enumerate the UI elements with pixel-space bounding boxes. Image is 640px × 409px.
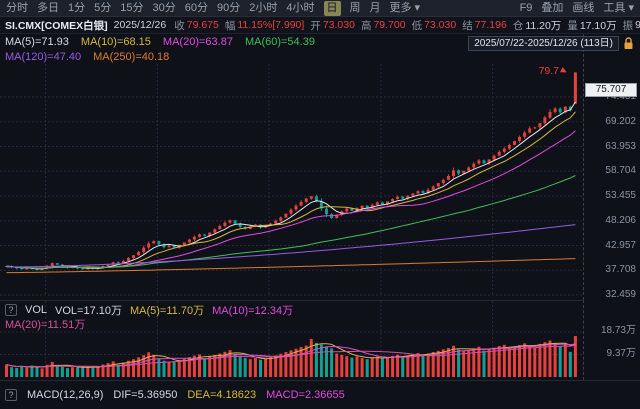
period-tabs: 分时 多日 1分 5分 15分 30分 60分 90分 2小时 4小时日周月更多 ▾	[6, 0, 421, 16]
price-axis-label: 42.957	[605, 239, 636, 251]
high-price-label: 79.7	[538, 65, 559, 77]
period-tab-日[interactable]: 日	[323, 0, 341, 16]
period-tab-2小时[interactable]: 2小时	[249, 1, 278, 14]
volume-ma-labels-row2: MA(20)=11.51万	[5, 316, 85, 332]
quote-field-label: 量	[567, 19, 578, 32]
help-icon[interactable]: ?	[5, 304, 17, 316]
ma-label: MA(120)=47.40	[5, 51, 82, 63]
tool-button-画线[interactable]: 画线	[572, 1, 595, 14]
period-tab-5分[interactable]: 5分	[94, 1, 112, 14]
volume-ma-labels: VOL=17.10万 MA(5)=11.70万 MA(10)=12.34万	[55, 302, 293, 318]
toolbar-tools: F9 叠加 画线 工具 ▾	[520, 1, 634, 16]
quote-date: 2025/12/26	[113, 19, 167, 31]
ma-label: MACD=2.36655	[266, 389, 345, 401]
ma-labels-row2: MA(120)=47.40 MA(250)=40.18	[5, 51, 169, 63]
current-price-tag: 75.707	[585, 83, 637, 97]
tool-button-叠加[interactable]: 叠加	[541, 1, 564, 14]
quote-field-value: 79.700	[373, 19, 406, 31]
quote-field-value: 17.10万	[579, 19, 617, 32]
period-toolbar: 分时 多日 1分 5分 15分 30分 60分 90分 2小时 4小时日周月更多 ▾ F9 叠加 画线…	[0, 0, 640, 17]
ma-label: DIF=5.36950	[113, 389, 178, 401]
macd-labels: MACD(12,26,9) DIF=5.36950 DEA=4.18623 MACD=…	[27, 389, 345, 401]
period-tab-多日[interactable]: 多日	[37, 1, 59, 14]
ma-label: MA(5)=71.93	[5, 36, 69, 48]
quote-field-value: 11.15%[7.990]	[237, 19, 305, 31]
period-tab-月[interactable]: 月	[369, 1, 381, 14]
quote-field-value: 73.030	[322, 19, 355, 31]
price-axis-label: 37.708	[605, 264, 636, 276]
quote-field-value: 79.675	[186, 19, 219, 31]
ma-label: MA(20)=11.51万	[5, 319, 86, 331]
macd-panel[interactable]: ? MACD(12,26,9) DIF=5.36950 DEA=4.18623 MAC…	[0, 380, 640, 409]
date-range-box[interactable]: 2025/07/22-2025/12/26 (113日)	[468, 36, 619, 51]
quote-field-value: 73.030	[424, 19, 457, 31]
volume-panel-title: VOL	[25, 304, 48, 316]
period-tab-90分[interactable]: 90分	[217, 1, 241, 14]
ma-label: DEA=4.18623	[187, 389, 257, 401]
high-price-annotation: 79.7	[538, 65, 569, 77]
help-icon[interactable]: ?	[5, 389, 17, 401]
quote-field-label: 收	[174, 19, 185, 32]
quote-field-value: 9.2	[635, 19, 640, 31]
symbol-name[interactable]: SI.CMX[COMEX白银]	[5, 19, 108, 32]
period-tab-4小时[interactable]: 4小时	[286, 1, 315, 14]
period-tab-周[interactable]: 周	[349, 1, 361, 14]
ma-label: MA(250)=40.18	[93, 51, 170, 63]
ma-label: MACD(12,26,9)	[27, 389, 104, 401]
quote-field-value: 77.196	[474, 19, 507, 31]
volume-axis-label: 9.37万	[606, 347, 636, 359]
price-chart-canvas[interactable]	[0, 34, 584, 300]
quote-field-label: 幅	[224, 19, 236, 32]
volume-chart-canvas[interactable]	[0, 301, 584, 381]
lock-icon[interactable]	[623, 37, 634, 50]
price-axis-label: 48.206	[605, 214, 636, 226]
ma-label: MA(5)=11.70万	[129, 305, 205, 317]
ma-label: VOL=17.10万	[55, 305, 122, 317]
ma-label: MA(60)=54.39	[244, 36, 315, 48]
price-axis-label: 53.455	[605, 190, 636, 201]
period-tab-15分[interactable]: 15分	[120, 1, 144, 14]
volume-panel[interactable]: ? VOL VOL=17.10万 MA(5)=11.70万 MA(10)=12.34…	[0, 300, 584, 380]
period-tab-1分[interactable]: 1分	[68, 1, 86, 14]
price-axis-label: 69.202	[605, 115, 636, 127]
date-range-wrap: 2025/07/22-2025/12/26 (113日)	[468, 36, 634, 51]
price-axis-label: 32.459	[605, 289, 636, 300]
price-axis: 75.707 74.45169.20263.95358.70453.45548.…	[584, 34, 640, 300]
volume-axis: 18.73万 9.37万	[584, 300, 640, 380]
volume-header: ? VOL VOL=17.10万 MA(5)=11.70万 MA(10)=12.34…	[5, 302, 293, 318]
ma-label: MA(10)=12.34万	[212, 305, 294, 317]
ma-label: MA(20)=63.87	[162, 36, 233, 48]
tool-button-F9[interactable]: F9	[519, 1, 533, 14]
period-tab-更多[interactable]: 更多 ▾	[389, 1, 421, 14]
ma-label: MA(10)=68.15	[80, 36, 151, 48]
period-tab-60分[interactable]: 60分	[184, 1, 208, 14]
arrow-right-icon	[559, 66, 569, 76]
tool-button-工具[interactable]: 工具 ▾	[603, 1, 634, 14]
quote-field-label: 振	[622, 19, 634, 32]
price-chart-panel[interactable]: MA(5)=71.93 MA(10)=68.15 MA(20)=63.87 MA(60…	[0, 34, 584, 300]
volume-axis-label: 18.73万	[600, 325, 636, 337]
period-tab-分时[interactable]: 分时	[6, 1, 28, 14]
price-axis-label: 58.704	[605, 165, 636, 177]
quote-fields: 收 79.675 幅 11.15%[7.990] 开 73.030 高 79.700 低 73.0…	[168, 18, 640, 33]
price-axis-label: 63.953	[605, 140, 636, 152]
quote-field-label: 低	[411, 19, 423, 32]
period-tab-30分[interactable]: 30分	[152, 1, 176, 14]
ma-labels-row1: MA(5)=71.93 MA(10)=68.15 MA(20)=63.87 MA(60…	[5, 36, 315, 48]
quote-field-label: 结	[462, 19, 473, 32]
quote-info-bar: SI.CMX[COMEX白银] 2025/12/26 收 79.675 幅 11.15…	[0, 17, 640, 34]
quote-field-label: 开	[310, 19, 321, 32]
quote-field-value: 11.20万	[525, 19, 562, 32]
quote-field-label: 高	[360, 19, 372, 32]
quote-field-label: 仓	[512, 19, 524, 32]
